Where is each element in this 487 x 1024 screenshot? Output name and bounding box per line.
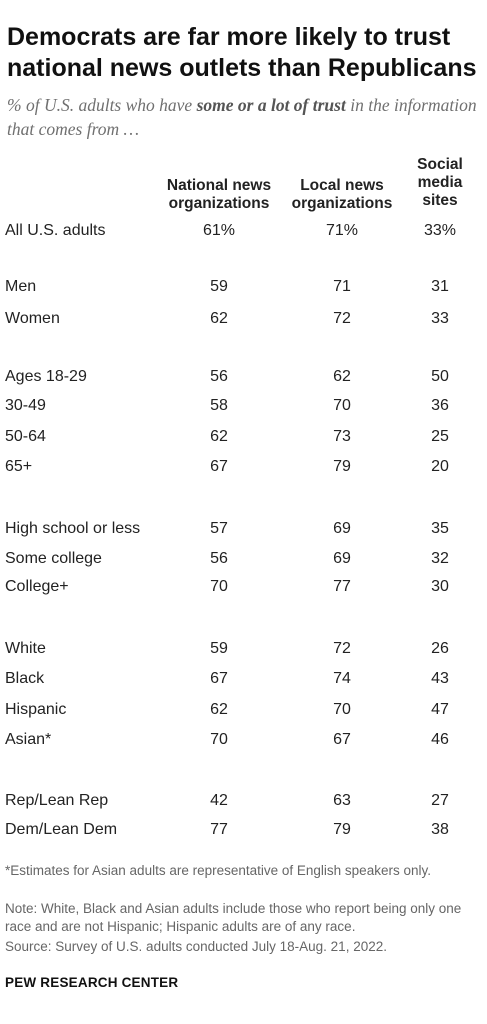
- table-cell: 32: [431, 550, 449, 567]
- subtitle-text: % of U.S. adults who have: [7, 95, 197, 115]
- row-label: Black: [5, 670, 45, 687]
- note: Note: White, Black and Asian adults incl…: [5, 901, 462, 934]
- row-label: Hispanic: [5, 701, 67, 718]
- source: Source: Survey of U.S. adults conducted …: [5, 939, 387, 954]
- table-cell: 33%: [423, 222, 457, 239]
- table-cell: 30: [431, 578, 449, 595]
- footnote: *Estimates for Asian adults are represen…: [5, 863, 431, 878]
- table-cell: 71%: [325, 222, 359, 239]
- table-cell: 58: [210, 397, 228, 414]
- table-cell: 69: [333, 520, 351, 537]
- chart-title: Democrats are far more likely to trust n…: [7, 23, 477, 82]
- row-label: Some college: [5, 550, 102, 567]
- row-label: 65+: [5, 458, 33, 475]
- row-label: College+: [5, 578, 69, 595]
- table-cell: 63: [333, 792, 351, 809]
- chart-subtitle: % of U.S. adults who have some or a lot …: [7, 93, 482, 141]
- table-cell: 50: [431, 368, 449, 385]
- table-cell: 69: [333, 550, 351, 567]
- row-label: 30-49: [5, 397, 46, 414]
- table-cell: 79: [333, 821, 351, 838]
- table-cell: 59: [210, 278, 228, 295]
- column-header-local: Local news organizations: [291, 177, 393, 212]
- table-cell: 62: [210, 310, 228, 327]
- table-cell: 47: [431, 701, 449, 718]
- table-cell: 70: [210, 731, 228, 748]
- column-header-national: National news organizations: [166, 177, 272, 212]
- table-cell: 33: [431, 310, 449, 327]
- table-cell: 62: [210, 428, 228, 445]
- subtitle-emphasis: some or a lot of trust: [196, 95, 346, 115]
- table-cell: 26: [431, 640, 449, 657]
- row-label: Women: [5, 310, 60, 327]
- row-label: 50-64: [5, 428, 46, 445]
- table-cell: 77: [210, 821, 228, 838]
- row-label: Asian*: [5, 731, 52, 748]
- table-cell: 67: [210, 670, 228, 687]
- table-cell: 71: [333, 278, 351, 295]
- table-cell: 43: [431, 670, 449, 687]
- row-label: Ages 18-29: [5, 368, 87, 385]
- table-cell: 36: [431, 397, 449, 414]
- table-cell: 79: [333, 458, 351, 475]
- table-cell: 31: [431, 278, 449, 295]
- row-label: High school or less: [5, 520, 141, 537]
- table-cell: 25: [431, 428, 449, 445]
- table-cell: 62: [333, 368, 351, 385]
- table-cell: 35: [431, 520, 449, 537]
- table-cell: 72: [333, 640, 351, 657]
- table-cell: 46: [431, 731, 449, 748]
- row-label: Dem/Lean Dem: [5, 821, 118, 838]
- table-cell: 70: [210, 578, 228, 595]
- table-cell: 67: [333, 731, 351, 748]
- table-cell: 61%: [202, 222, 236, 239]
- table-cell: 38: [431, 821, 449, 838]
- table-cell: 70: [333, 397, 351, 414]
- organization-name: PEW RESEARCH CENTER: [5, 975, 179, 990]
- table-cell: 20: [431, 458, 449, 475]
- table-cell: 70: [333, 701, 351, 718]
- table-cell: 56: [210, 368, 228, 385]
- table-cell: 59: [210, 640, 228, 657]
- table-cell: 73: [333, 428, 351, 445]
- table-cell: 62: [210, 701, 228, 718]
- table-cell: 77: [333, 578, 351, 595]
- table-cell: 74: [333, 670, 351, 687]
- row-label: Rep/Lean Rep: [5, 792, 109, 809]
- row-label: Men: [5, 278, 37, 295]
- table-cell: 57: [210, 520, 228, 537]
- table-cell: 72: [333, 310, 351, 327]
- subtitle-text-end: in the information that comes from …: [7, 95, 477, 139]
- column-header-social: Social media sites: [417, 156, 463, 209]
- table-cell: 42: [210, 792, 228, 809]
- table-cell: 27: [431, 792, 449, 809]
- row-label: All U.S. adults: [5, 222, 106, 239]
- table-cell: 67: [210, 458, 228, 475]
- row-label: White: [5, 640, 46, 657]
- table-cell: 56: [210, 550, 228, 567]
